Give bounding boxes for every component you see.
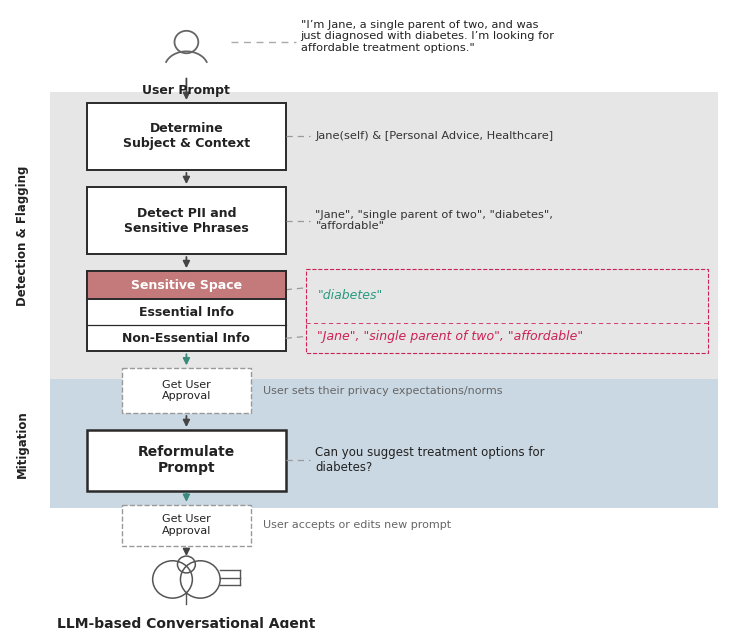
Bar [306, 269, 708, 354]
Text: Get User
Approval: Get User Approval [162, 514, 211, 536]
Text: Mitigation: Mitigation [16, 410, 29, 478]
Bar [87, 430, 285, 490]
Text: LLM-based Conversational Agent: LLM-based Conversational Agent [57, 617, 315, 628]
Text: Essential Info: Essential Info [139, 306, 234, 318]
Text: Get User
Approval: Get User Approval [162, 380, 211, 401]
Bar [87, 271, 285, 299]
Text: "diabetes": "diabetes" [318, 289, 383, 302]
Bar [50, 92, 718, 379]
Text: Sensitive Space: Sensitive Space [131, 279, 242, 291]
Bar [87, 187, 285, 254]
Text: User accepts or edits new prompt: User accepts or edits new prompt [263, 520, 451, 530]
Text: Determine
Subject & Context: Determine Subject & Context [123, 122, 250, 151]
Bar [122, 368, 251, 413]
Text: Detection & Flagging: Detection & Flagging [16, 165, 29, 306]
Text: Non-Essential Info: Non-Essential Info [123, 332, 250, 345]
Text: Can you suggest treatment options for
diabetes?: Can you suggest treatment options for di… [315, 447, 545, 474]
Text: "I’m Jane, a single parent of two, and was
just diagnosed with diabetes. I’m loo: "I’m Jane, a single parent of two, and w… [300, 19, 554, 53]
Text: Detect PII and
Sensitive Phrases: Detect PII and Sensitive Phrases [124, 207, 249, 234]
Text: User sets their privacy expectations/norms: User sets their privacy expectations/nor… [263, 386, 503, 396]
Text: "Jane", "single parent of two", "diabetes",
"affordable": "Jane", "single parent of two", "diabete… [315, 210, 554, 231]
Text: User Prompt: User Prompt [142, 84, 231, 97]
Bar [122, 505, 251, 546]
Bar [87, 103, 285, 170]
Bar [87, 271, 285, 352]
Text: Jane(self) & [Personal Advice, Healthcare]: Jane(self) & [Personal Advice, Healthcar… [315, 131, 554, 141]
Bar [50, 379, 718, 509]
Text: "Jane", "single parent of two", "affordable": "Jane", "single parent of two", "afforda… [318, 330, 583, 343]
Text: Reformulate
Prompt: Reformulate Prompt [138, 445, 235, 475]
